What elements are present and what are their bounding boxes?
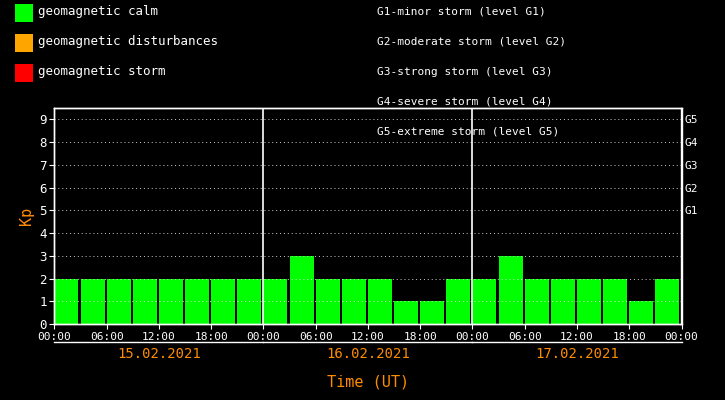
Bar xyxy=(603,278,627,324)
Text: Time (UT): Time (UT) xyxy=(327,374,409,390)
Bar xyxy=(80,278,104,324)
Text: G4-severe storm (level G4): G4-severe storm (level G4) xyxy=(377,97,552,107)
Text: G3-strong storm (level G3): G3-strong storm (level G3) xyxy=(377,67,552,77)
Bar xyxy=(159,278,183,324)
Bar xyxy=(211,278,235,324)
Bar xyxy=(447,278,471,324)
Bar xyxy=(551,278,575,324)
Text: G5-extreme storm (level G5): G5-extreme storm (level G5) xyxy=(377,127,559,137)
Bar xyxy=(54,278,78,324)
Y-axis label: Kp: Kp xyxy=(19,207,33,225)
Bar xyxy=(655,278,679,324)
Bar xyxy=(394,301,418,324)
Bar xyxy=(473,278,497,324)
Bar xyxy=(341,278,366,324)
Bar xyxy=(629,301,653,324)
Bar xyxy=(185,278,209,324)
Bar xyxy=(133,278,157,324)
Text: G2-moderate storm (level G2): G2-moderate storm (level G2) xyxy=(377,37,566,47)
Text: geomagnetic storm: geomagnetic storm xyxy=(38,66,166,78)
Bar xyxy=(420,301,444,324)
Bar xyxy=(499,256,523,324)
Bar xyxy=(263,278,287,324)
Bar xyxy=(368,278,392,324)
Bar xyxy=(289,256,314,324)
Text: geomagnetic disturbances: geomagnetic disturbances xyxy=(38,36,218,48)
Text: 15.02.2021: 15.02.2021 xyxy=(117,347,201,361)
Bar xyxy=(315,278,340,324)
Bar xyxy=(237,278,261,324)
Text: 16.02.2021: 16.02.2021 xyxy=(326,347,410,361)
Text: G1-minor storm (level G1): G1-minor storm (level G1) xyxy=(377,7,546,17)
Text: geomagnetic calm: geomagnetic calm xyxy=(38,6,159,18)
Bar xyxy=(577,278,601,324)
Bar xyxy=(107,278,130,324)
Text: 17.02.2021: 17.02.2021 xyxy=(535,347,619,361)
Bar xyxy=(525,278,549,324)
